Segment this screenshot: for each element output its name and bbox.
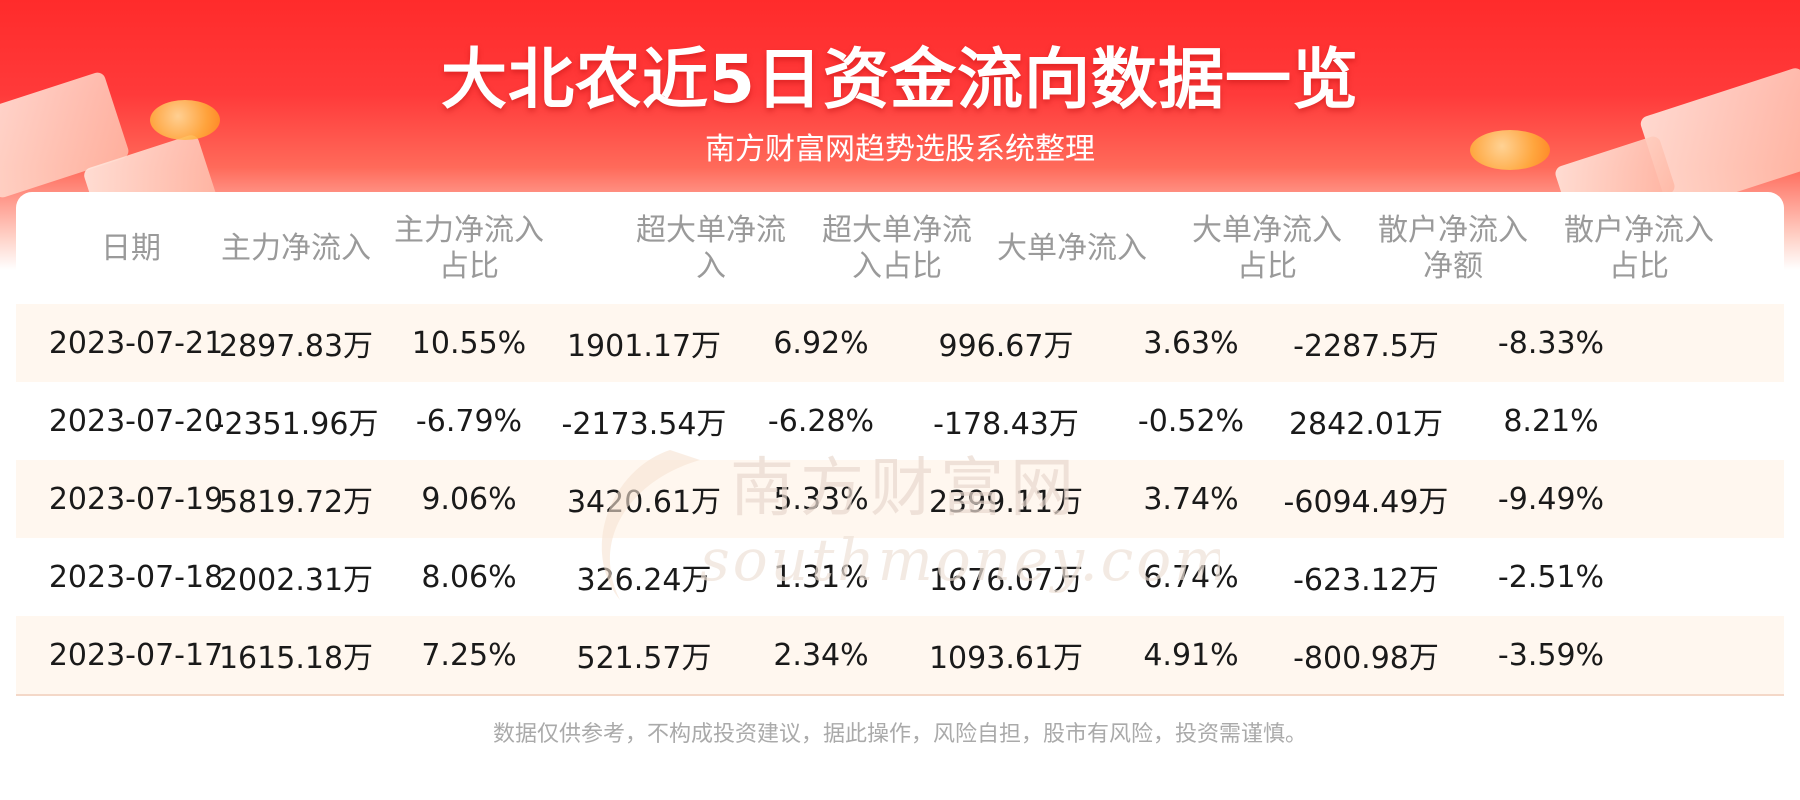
column-header-retail-ratio: 散户净流入 占比 [1564, 213, 1714, 284]
column-header-large-inflow: 大单净流入 [997, 231, 1147, 266]
cell-large-ratio: 6.74% [1143, 559, 1239, 595]
cell-large-inflow: 996.67万 [938, 329, 1074, 364]
cell-main-ratio: 8.06% [421, 559, 517, 595]
table-card: 日期 主力净流入 主力净流入 占比 超大单净流入 超大单净流 入占比 大单净流入 大… [16, 192, 1784, 694]
column-header-large-ratio: 大单净流入 占比 [1192, 213, 1342, 284]
coin-left [150, 100, 220, 140]
cell-large-ratio: -0.52% [1137, 403, 1245, 439]
cell-large-ratio: 3.63% [1143, 325, 1239, 361]
table-row: 2023-07-17 1615.18万 7.25% 521.57万 2.34% … [16, 616, 1784, 694]
table-row: 2023-07-18 2002.31万 8.06% 326.24万 1.31% … [16, 538, 1784, 616]
cell-retail-ratio: -9.49% [1497, 481, 1605, 517]
column-header-main-ratio: 主力净流入 占比 [394, 213, 544, 284]
cell-retail-inflow: -800.98万 [1293, 641, 1439, 676]
page-subtitle: 南方财富网趋势选股系统整理 [705, 132, 1095, 167]
cell-main-ratio: -6.79% [415, 403, 523, 439]
cell-large-inflow: 1676.07万 [928, 563, 1084, 598]
cell-main-inflow: 2002.31万 [218, 563, 374, 598]
cell-date: 2023-07-18 [48, 559, 224, 595]
column-header-xl-inflow: 超大单净流入 [636, 213, 786, 284]
cell-xl-ratio: 6.92% [773, 325, 869, 361]
page-title: 大北农近5日资金流向数据一览 [441, 41, 1359, 118]
cell-large-inflow: 2399.11万 [928, 485, 1084, 520]
cell-retail-ratio: -2.51% [1497, 559, 1605, 595]
cell-retail-ratio: 8.21% [1503, 403, 1599, 439]
cell-main-ratio: 9.06% [421, 481, 517, 517]
cell-date: 2023-07-17 [48, 637, 224, 673]
cell-xl-ratio: 1.31% [773, 559, 869, 595]
table-row: 2023-07-19 5819.72万 9.06% 3420.61万 5.33%… [16, 460, 1784, 538]
coin-right [1470, 130, 1550, 170]
cell-main-inflow: 2897.83万 [218, 329, 374, 364]
column-header-date: 日期 [101, 231, 161, 266]
cell-main-ratio: 7.25% [421, 637, 517, 673]
table-body: 2023-07-21 2897.83万 10.55% 1901.17万 6.92… [16, 304, 1784, 694]
cell-retail-inflow: -6094.49万 [1283, 485, 1449, 520]
cell-xl-ratio: 2.34% [773, 637, 869, 673]
cell-main-inflow: 5819.72万 [218, 485, 374, 520]
cell-xl-inflow: -2173.54万 [561, 407, 727, 442]
cell-retail-inflow: -2287.5万 [1293, 329, 1439, 364]
cell-retail-ratio: -8.33% [1497, 325, 1605, 361]
cell-xl-inflow: 3420.61万 [566, 485, 722, 520]
cell-xl-ratio: -6.28% [767, 403, 875, 439]
cell-large-ratio: 3.74% [1143, 481, 1239, 517]
cell-retail-inflow: 2842.01万 [1288, 407, 1444, 442]
cell-date: 2023-07-19 [48, 481, 224, 517]
table-row: 2023-07-20 -2351.96万 -6.79% -2173.54万 -6… [16, 382, 1784, 460]
table-header: 日期 主力净流入 主力净流入 占比 超大单净流入 超大单净流 入占比 大单净流入 大… [16, 204, 1784, 294]
cell-large-inflow: -178.43万 [933, 407, 1079, 442]
column-header-xl-ratio: 超大单净流 入占比 [822, 213, 972, 284]
cell-large-inflow: 1093.61万 [928, 641, 1084, 676]
cell-xl-inflow: 326.24万 [576, 563, 712, 598]
cell-large-ratio: 4.91% [1143, 637, 1239, 673]
disclaimer-text: 数据仅供参考，不构成投资建议，据此操作，风险自担，股市有风险，投资需谨慎。 [492, 722, 1307, 747]
cell-main-ratio: 10.55% [411, 325, 527, 361]
cell-xl-inflow: 1901.17万 [566, 329, 722, 364]
cell-main-inflow: 1615.18万 [218, 641, 374, 676]
cell-xl-ratio: 5.33% [773, 481, 869, 517]
table-row: 2023-07-21 2897.83万 10.55% 1901.17万 6.92… [16, 304, 1784, 382]
column-header-main-inflow: 主力净流入 [221, 231, 371, 266]
cell-date: 2023-07-21 [48, 325, 224, 361]
cell-xl-inflow: 521.57万 [576, 641, 712, 676]
cell-main-inflow: -2351.96万 [213, 407, 379, 442]
column-header-retail-inflow: 散户净流入 净额 [1378, 213, 1528, 284]
cell-date: 2023-07-20 [48, 403, 224, 439]
cell-retail-ratio: -3.59% [1497, 637, 1605, 673]
cell-retail-inflow: -623.12万 [1293, 563, 1439, 598]
footer-divider [16, 694, 1784, 696]
